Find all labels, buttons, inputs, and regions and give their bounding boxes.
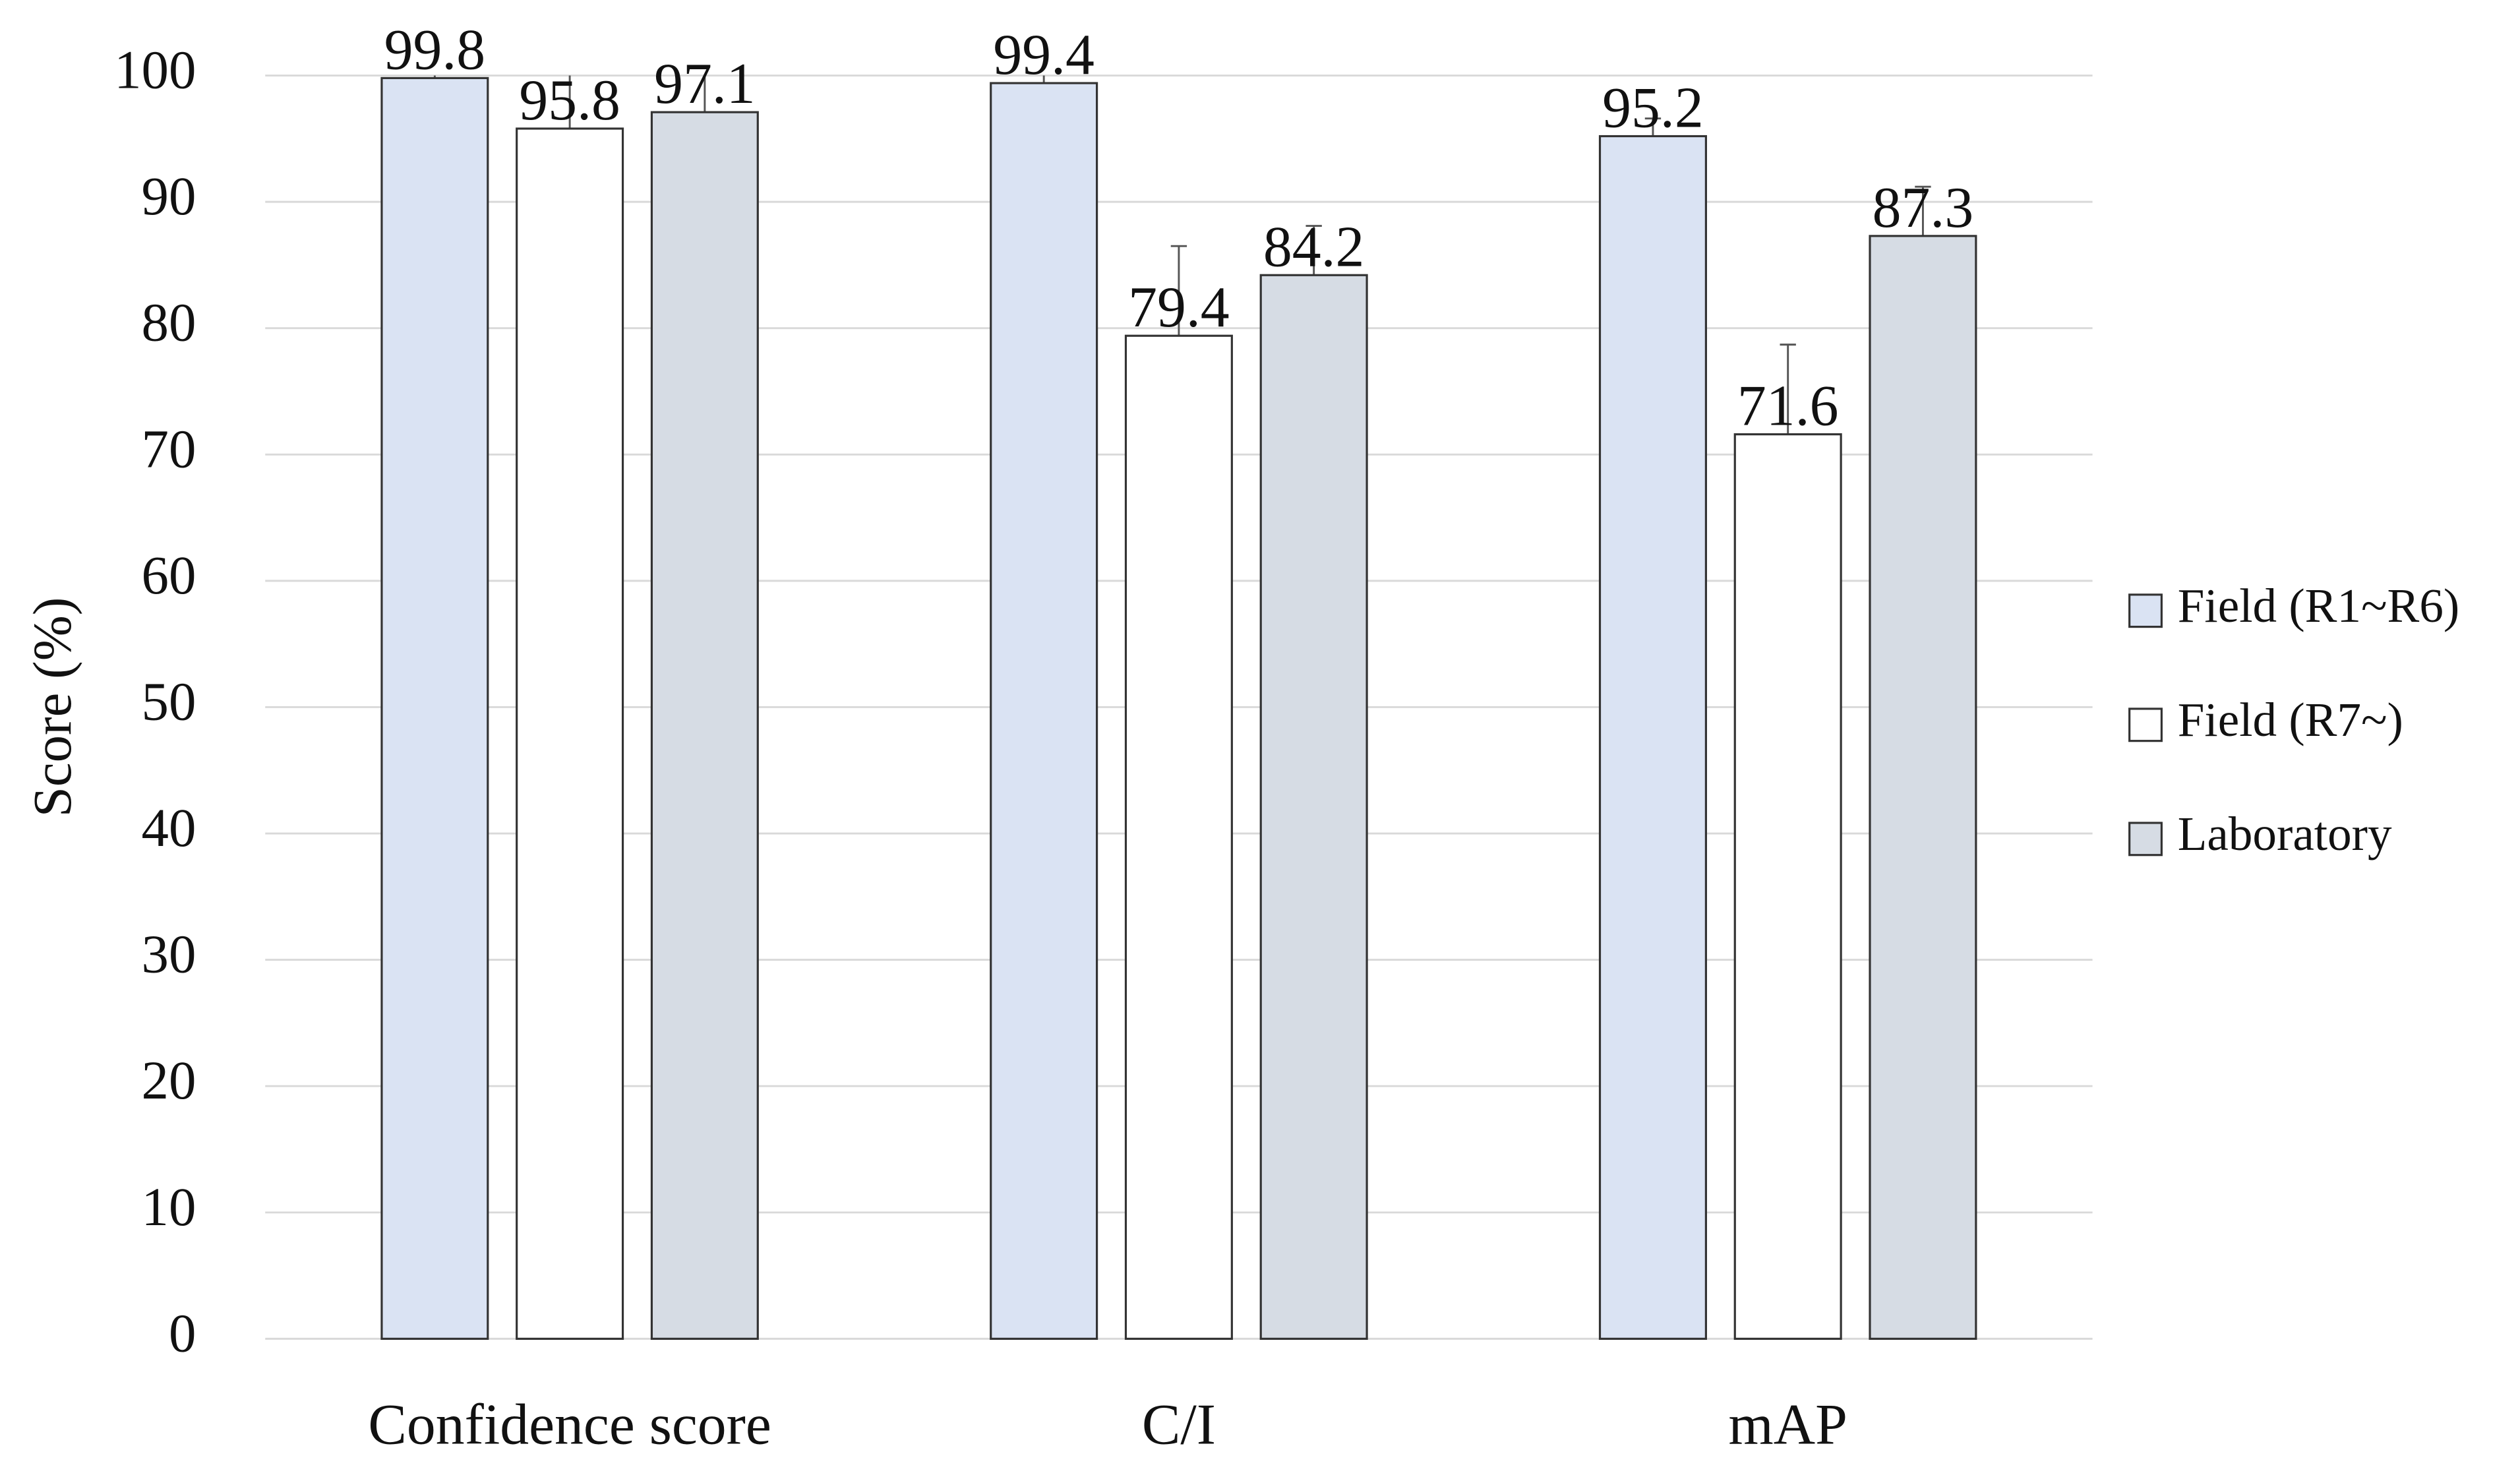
- bar: [516, 127, 624, 1340]
- data-label: 99.8: [384, 17, 486, 81]
- y-tick-label: 80: [142, 292, 196, 353]
- bar: [380, 76, 489, 1340]
- bar: [1598, 135, 1707, 1340]
- legend-swatch: [2128, 822, 2163, 857]
- data-label: 97.1: [654, 51, 756, 115]
- legend-label: Field (R7~): [2178, 693, 2403, 746]
- bar: [1869, 235, 1977, 1340]
- legend-swatch: [2128, 708, 2163, 742]
- data-label: 79.4: [1128, 275, 1230, 339]
- data-label: 71.6: [1737, 374, 1839, 438]
- data-label: 95.8: [519, 68, 620, 132]
- x-tick-label: C/I: [1142, 1392, 1216, 1456]
- x-tick-label: Confidence score: [368, 1392, 771, 1456]
- y-tick-label: 0: [169, 1302, 196, 1363]
- data-label: 87.3: [1873, 175, 1974, 239]
- y-tick-label: 60: [142, 545, 196, 605]
- y-tick-label: 40: [142, 797, 196, 858]
- bar: [1124, 334, 1233, 1340]
- y-tick-label: 70: [142, 418, 196, 479]
- y-axis-title: Score (%): [22, 597, 82, 818]
- y-tick-label: 90: [142, 166, 196, 226]
- bar: [990, 82, 1098, 1340]
- y-tick-label: 20: [142, 1050, 196, 1110]
- y-tick-label: 100: [114, 40, 196, 100]
- legend-label: Laboratory: [2178, 807, 2392, 860]
- data-label: 95.2: [1602, 76, 1704, 140]
- bar: [650, 111, 759, 1340]
- y-tick-label: 10: [142, 1176, 196, 1237]
- y-tick-label: 50: [142, 671, 196, 731]
- legend-swatch: [2128, 593, 2163, 628]
- data-label: 99.4: [993, 22, 1095, 86]
- x-tick-label: mAP: [1728, 1392, 1847, 1456]
- bar: [1259, 274, 1368, 1340]
- data-label: 84.2: [1263, 214, 1365, 278]
- y-tick-label: 30: [142, 924, 196, 984]
- legend-label: Field (R1~R6): [2178, 579, 2459, 632]
- bar: [1733, 433, 1842, 1340]
